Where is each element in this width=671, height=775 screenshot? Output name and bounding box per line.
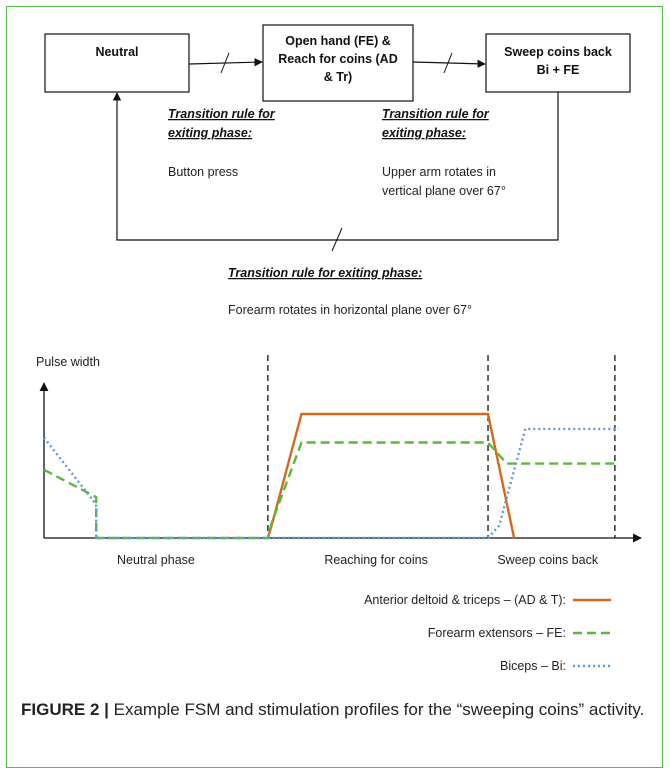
text-line: Button press — [168, 165, 238, 179]
text-line: Upper arm rotates in — [382, 165, 496, 179]
text-line: Forearm rotates in horizontal plane over… — [228, 303, 472, 317]
rule-2-body: Upper arm rotates in vertical plane over … — [382, 165, 506, 198]
state-label-open-hand: Open hand (FE) & Reach for coins (AD & Tr) — [278, 34, 397, 84]
text-line: Transition rule for — [168, 107, 276, 121]
caption-label: FIGURE 2 | — [21, 700, 109, 719]
state-box-neutral — [44, 33, 190, 93]
rule-1-heading: Transition rule for exiting phase: — [168, 107, 276, 140]
series-line-1 — [266, 412, 516, 539]
text-line: Open hand (FE) & — [285, 34, 391, 48]
fsm-diagram: Neutral Open hand (FE) & Reach for coins … — [44, 24, 631, 317]
legend-label-2: Forearm extensors – FE: — [428, 626, 566, 640]
rule-1-body: Button press — [168, 165, 238, 179]
phase-label-1: Neutral phase — [117, 553, 195, 567]
figure-caption: FIGURE 2 | Example FSM and stimulation p… — [21, 698, 651, 722]
series-line-2 — [43, 441, 619, 540]
rule-3-heading: Transition rule for exiting phase: — [228, 266, 422, 280]
text-line: vertical plane over 67° — [382, 184, 506, 198]
text-line: Transition rule for exiting phase: — [228, 266, 422, 280]
text-line: Reach for coins (AD — [278, 52, 397, 66]
transition-tick-1 — [220, 52, 230, 74]
text-line: Transition rule for — [382, 107, 490, 121]
transition-arrow-3 — [112, 92, 559, 241]
phase-label-2: Reaching for coins — [324, 553, 428, 567]
rule-3-body: Forearm rotates in horizontal plane over… — [228, 303, 472, 317]
text-line: & Tr) — [324, 70, 352, 84]
phase-label-3: Sweep coins back — [497, 553, 599, 567]
transition-tick-3 — [331, 227, 343, 252]
legend-label-3: Biceps – Bi: — [500, 659, 566, 673]
state-label-neutral: Neutral — [95, 45, 138, 59]
text-line: exiting phase: — [382, 126, 466, 140]
caption-text: Example FSM and stimulation profiles for… — [108, 700, 645, 719]
series-line-3 — [43, 427, 619, 540]
text-line: exiting phase: — [168, 126, 252, 140]
y-axis-label: Pulse width — [36, 355, 100, 369]
state-label-sweep: Sweep coins back Bi + FE — [504, 45, 612, 77]
text-line: Sweep coins back — [504, 45, 612, 59]
rule-2-heading: Transition rule for exiting phase: — [382, 107, 490, 140]
figure-frame — [6, 6, 663, 768]
state-box-open-hand — [262, 24, 414, 102]
text-line: Neutral — [95, 45, 138, 59]
stimulation-chart: Pulse width Neutral phase Reaching for co… — [36, 355, 642, 673]
legend-label-1: Anterior deltoid & triceps – (AD & T): — [364, 593, 566, 607]
transition-tick-2 — [443, 52, 453, 74]
transition-arrow-2 — [412, 59, 486, 68]
text-line: Bi + FE — [537, 63, 580, 77]
state-box-sweep — [485, 33, 631, 93]
